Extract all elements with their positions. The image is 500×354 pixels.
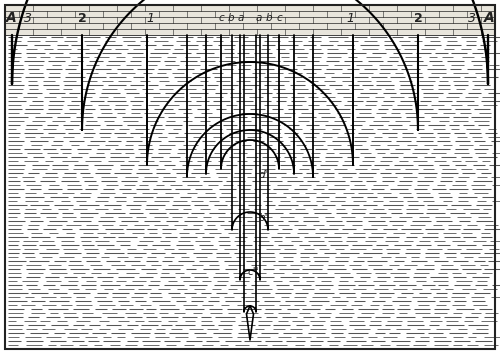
Text: 3: 3: [468, 11, 476, 24]
Text: c: c: [218, 13, 224, 23]
Text: 2: 2: [78, 11, 86, 24]
Text: b: b: [266, 13, 272, 23]
Text: c: c: [276, 13, 282, 23]
Text: a: a: [256, 13, 262, 23]
Text: 1: 1: [346, 11, 354, 24]
Text: c'': c'': [247, 267, 259, 277]
Text: a: a: [238, 13, 244, 23]
Text: 2: 2: [414, 11, 422, 24]
Text: 3: 3: [24, 11, 32, 24]
Text: b': b': [258, 213, 268, 223]
Text: d': d': [258, 170, 268, 180]
Text: A: A: [484, 11, 494, 25]
Text: b: b: [228, 13, 234, 23]
Text: 1: 1: [146, 11, 154, 24]
Text: A: A: [6, 11, 16, 25]
Bar: [5, 5, 495, 35]
